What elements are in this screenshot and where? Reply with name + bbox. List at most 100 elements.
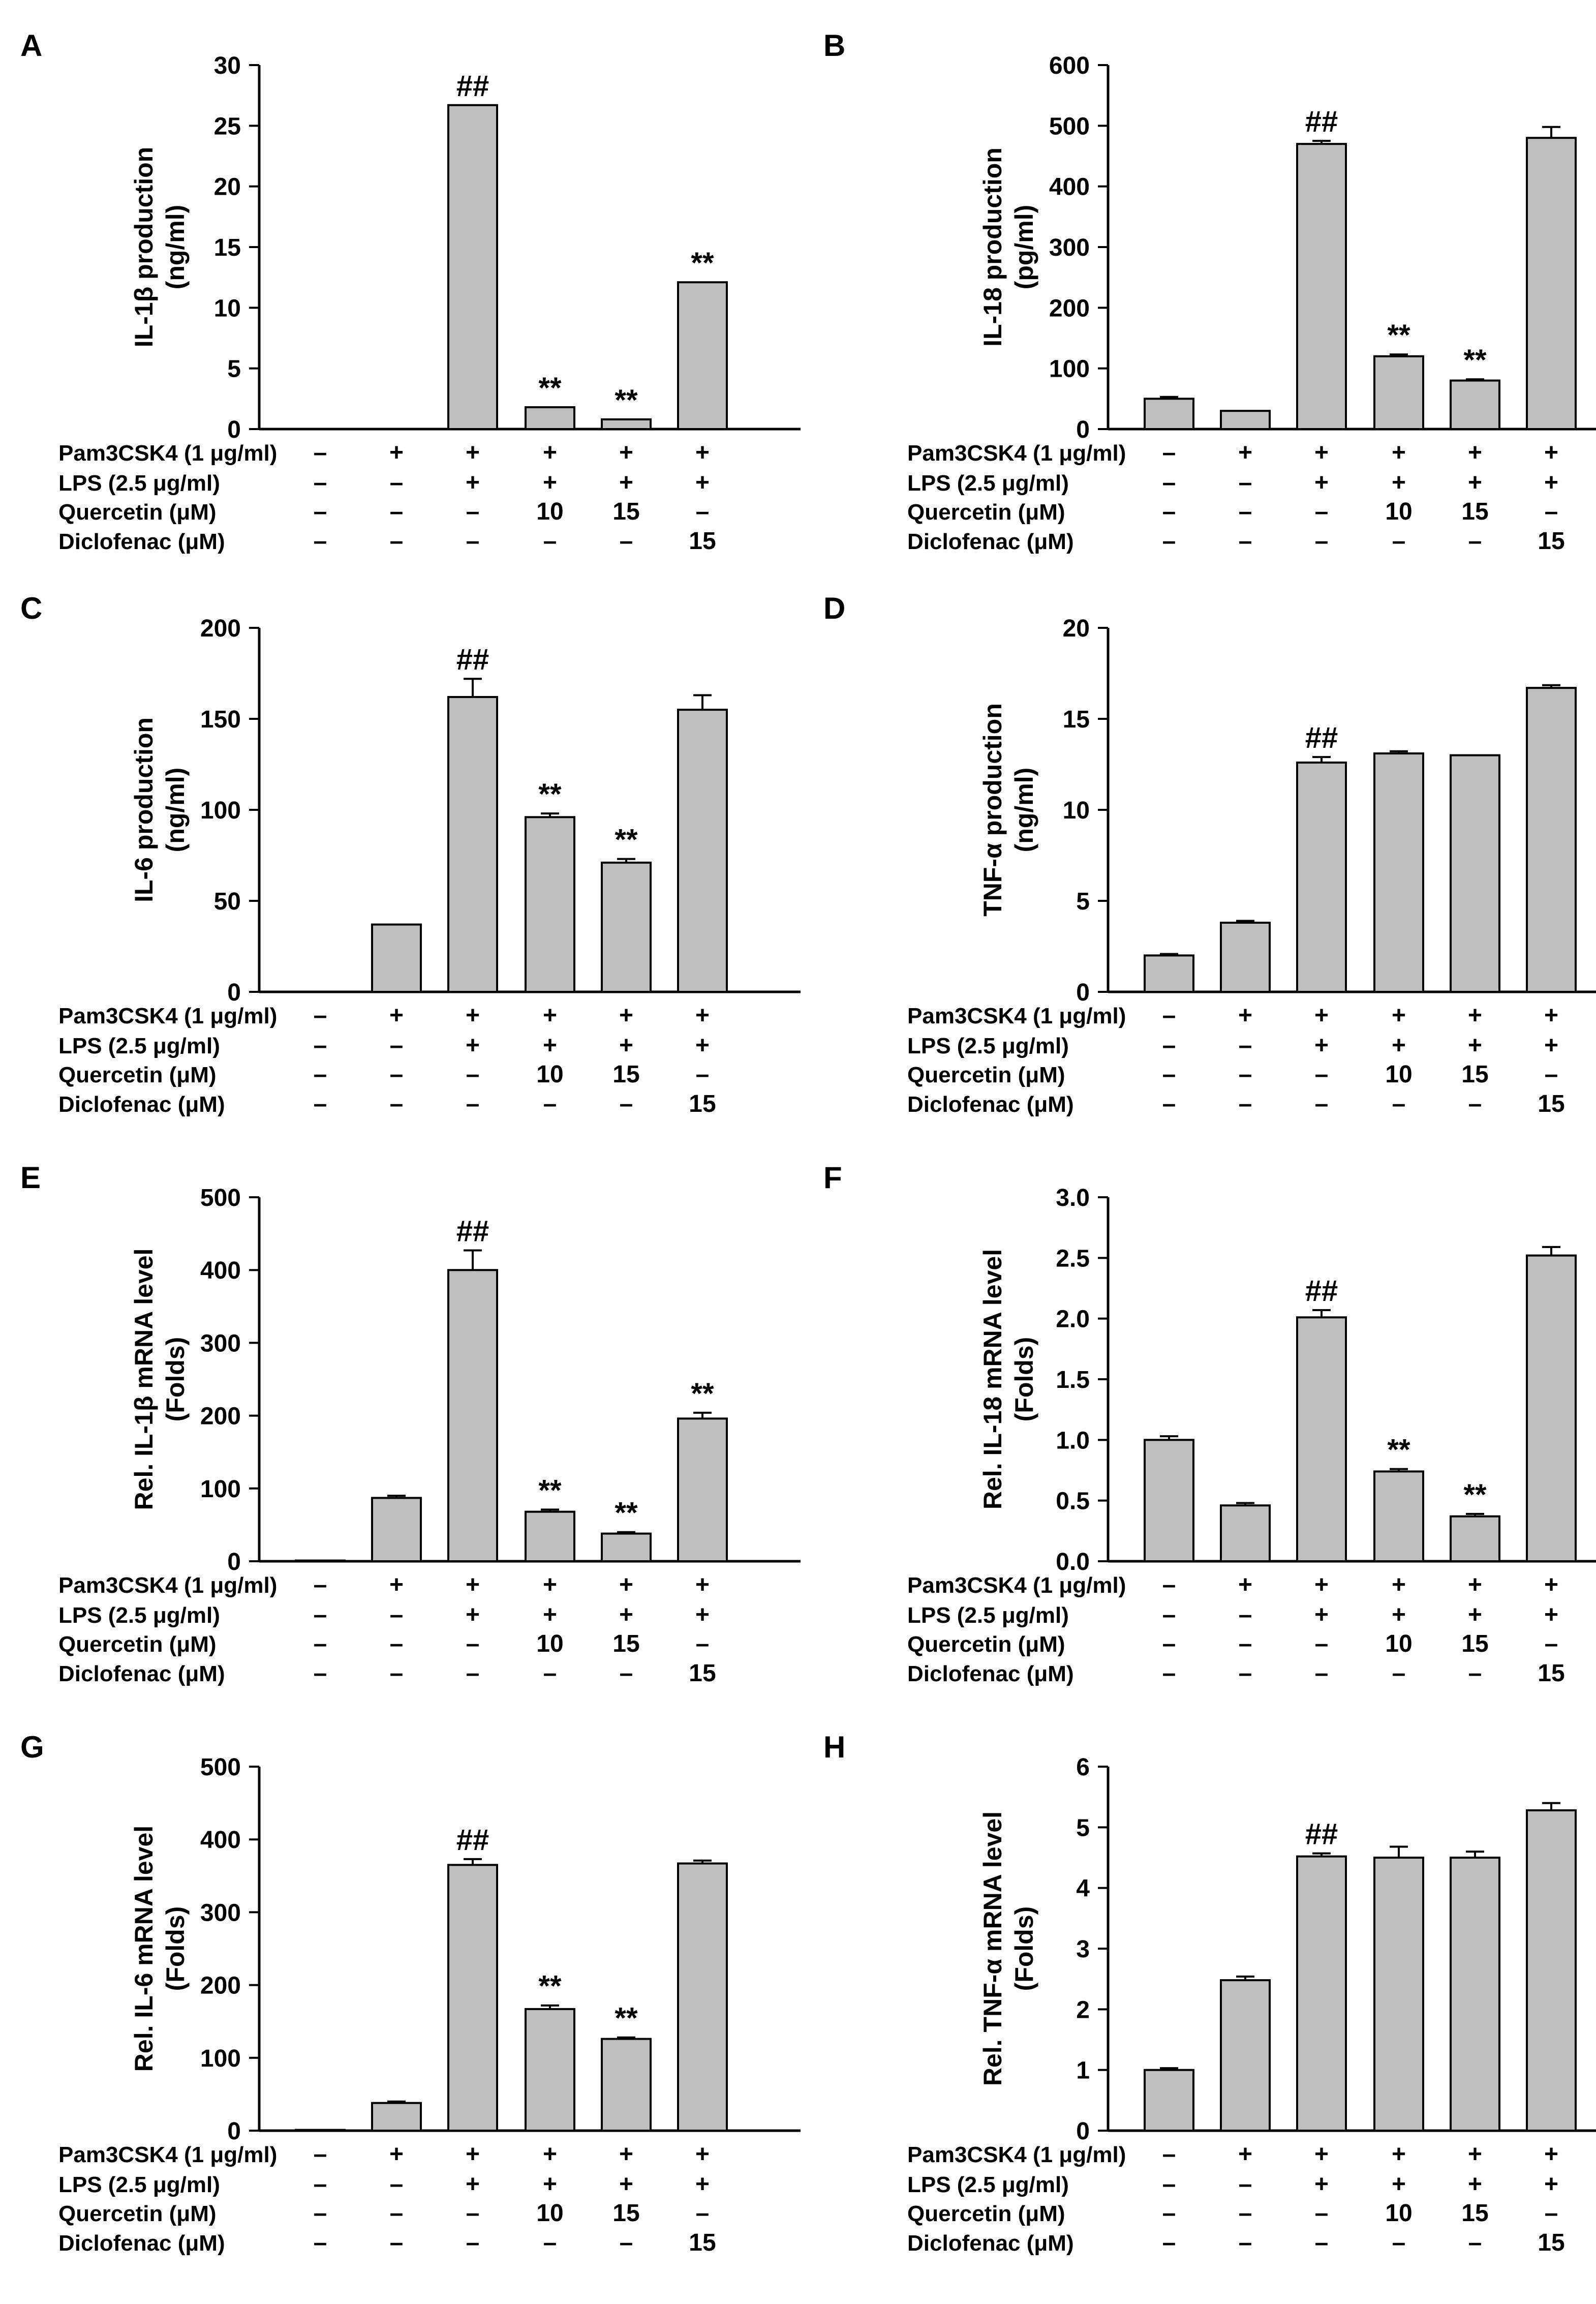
condition-value: – xyxy=(390,498,404,525)
condition-value: + xyxy=(1314,469,1329,496)
y-tick-label: 0.5 xyxy=(1056,1488,1090,1515)
bar xyxy=(371,2102,422,2132)
bar xyxy=(1296,1316,1347,1563)
condition-label: LPS (2.5 μg/ml) xyxy=(58,2172,220,2197)
bar xyxy=(525,816,575,993)
bar xyxy=(525,2008,575,2132)
panel-letter: G xyxy=(20,1730,44,1764)
y-axis-unit: (ng/ml) xyxy=(161,205,190,290)
bar xyxy=(447,1269,498,1562)
condition-value: 10 xyxy=(536,2200,563,2227)
y-tick-label: 15 xyxy=(214,234,241,261)
condition-value: + xyxy=(1468,1601,1482,1628)
condition-value: – xyxy=(696,1630,710,1657)
condition-value: – xyxy=(1162,1571,1176,1598)
condition-value: – xyxy=(1162,1002,1176,1029)
condition-value: 10 xyxy=(536,1061,563,1088)
condition-value: 10 xyxy=(1385,498,1412,525)
condition-value: + xyxy=(695,469,710,496)
condition-value: + xyxy=(1392,1601,1406,1628)
condition-value: + xyxy=(466,439,480,466)
condition-value: + xyxy=(543,1032,557,1059)
y-axis-label: Rel. IL-18 mRNA level xyxy=(978,1249,1007,1509)
condition-value: + xyxy=(1468,1571,1482,1598)
condition-value: + xyxy=(1544,1032,1558,1059)
condition-value: + xyxy=(466,1002,480,1029)
condition-label: LPS (2.5 μg/ml) xyxy=(907,1603,1069,1628)
significance-hash: ## xyxy=(1305,721,1338,754)
bar xyxy=(1450,379,1500,430)
bar xyxy=(1296,761,1347,993)
significance-asterisk: ** xyxy=(615,384,638,417)
condition-value: – xyxy=(1239,2200,1252,2227)
y-axis-label: IL-18 production xyxy=(978,147,1007,347)
condition-value: + xyxy=(1314,1601,1329,1628)
condition-label: Diclofenac (μM) xyxy=(907,2231,1074,2256)
condition-value: – xyxy=(1239,469,1252,496)
y-tick-label: 100 xyxy=(200,1476,241,1503)
condition-value: – xyxy=(543,1660,557,1687)
condition-label: Quercetin (μM) xyxy=(907,1632,1065,1657)
condition-value: + xyxy=(1392,2141,1406,2168)
condition-value: 15 xyxy=(689,2229,716,2256)
bar xyxy=(677,1862,728,2132)
condition-value: 10 xyxy=(1385,1061,1412,1088)
condition-value: + xyxy=(695,1002,710,1029)
condition-label: LPS (2.5 μg/ml) xyxy=(58,471,220,496)
condition-value: – xyxy=(1392,1660,1406,1687)
condition-value: + xyxy=(1468,2141,1482,2168)
condition-label: Quercetin (μM) xyxy=(58,500,217,525)
condition-value: 15 xyxy=(1538,528,1564,555)
y-tick-label: 500 xyxy=(200,1754,241,1781)
significance-hash: ## xyxy=(1305,105,1338,138)
y-tick-label: 4 xyxy=(1076,1875,1090,1902)
condition-value: 15 xyxy=(612,1061,639,1088)
condition-value: – xyxy=(466,1061,480,1088)
condition-value: + xyxy=(466,2141,480,2168)
bar xyxy=(1373,752,1424,993)
condition-label: Pam3CSK4 (1 μg/ml) xyxy=(58,2142,277,2167)
condition-value: – xyxy=(390,1601,404,1628)
y-axis-unit: (pg/ml) xyxy=(1010,205,1038,290)
y-tick-label: 400 xyxy=(1049,174,1090,201)
y-axis-unit: (ng/ml) xyxy=(161,768,190,853)
condition-value: – xyxy=(1162,2229,1176,2256)
condition-label: LPS (2.5 μg/ml) xyxy=(58,1034,220,1058)
condition-value: – xyxy=(1468,528,1482,555)
condition-value: – xyxy=(390,528,404,555)
bar xyxy=(1220,410,1271,431)
condition-value: + xyxy=(543,1571,557,1598)
bar xyxy=(1144,1439,1194,1562)
condition-value: – xyxy=(1162,1032,1176,1059)
condition-value: + xyxy=(389,2141,404,2168)
bar xyxy=(1373,1470,1424,1563)
bar xyxy=(677,709,728,993)
significance-asterisk: ** xyxy=(691,247,714,280)
bar xyxy=(1450,1515,1500,1563)
condition-value: – xyxy=(696,1061,710,1088)
condition-label: Pam3CSK4 (1 μg/ml) xyxy=(907,441,1126,466)
significance-asterisk: ** xyxy=(1463,344,1487,377)
condition-value: 15 xyxy=(689,528,716,555)
condition-value: – xyxy=(1162,469,1176,496)
condition-value: – xyxy=(543,528,557,555)
condition-value: – xyxy=(314,498,327,525)
condition-value: – xyxy=(1239,2229,1252,2256)
y-tick-label: 0 xyxy=(227,416,241,443)
y-tick-label: 100 xyxy=(1049,356,1090,383)
condition-value: – xyxy=(390,2171,404,2198)
condition-value: – xyxy=(1162,2200,1176,2227)
y-tick-label: 200 xyxy=(1049,295,1090,322)
y-tick-label: 10 xyxy=(214,295,241,322)
condition-value: + xyxy=(1314,1032,1329,1059)
bar xyxy=(525,406,575,430)
condition-value: 15 xyxy=(612,2200,639,2227)
bar xyxy=(1373,355,1424,430)
condition-value: – xyxy=(390,469,404,496)
bar xyxy=(677,281,728,430)
condition-value: + xyxy=(1544,1571,1558,1598)
condition-value: – xyxy=(314,469,327,496)
condition-label: Quercetin (μM) xyxy=(58,1063,217,1087)
condition-value: 15 xyxy=(1538,2229,1564,2256)
